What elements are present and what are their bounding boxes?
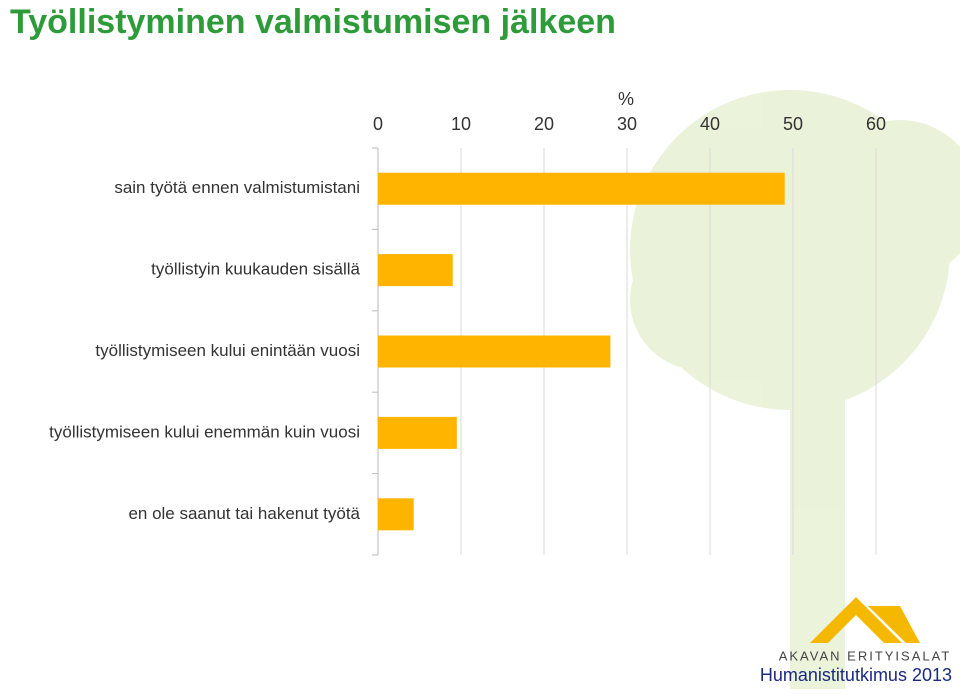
bar bbox=[378, 335, 611, 368]
logo: AKAVAN ERITYISALAT bbox=[779, 597, 952, 663]
y-tick-label: en ole saanut tai hakenut työtä bbox=[128, 504, 360, 523]
y-tick-label: työllistymiseen kului enintään vuosi bbox=[95, 341, 360, 360]
bar bbox=[378, 416, 457, 449]
chart-title: Työllistyminen valmistumisen jälkeen bbox=[10, 3, 616, 41]
y-tick-label: sain työtä ennen valmistumistani bbox=[114, 178, 360, 197]
bar bbox=[378, 172, 785, 205]
x-tick-label: 40 bbox=[700, 114, 720, 134]
x-axis-label: % bbox=[618, 89, 634, 109]
bar bbox=[378, 254, 453, 287]
y-tick-label: työllistyin kuukauden sisällä bbox=[151, 260, 360, 279]
x-tick-label: 30 bbox=[617, 114, 637, 134]
logo-text: AKAVAN ERITYISALAT bbox=[779, 648, 952, 663]
x-tick-label: 20 bbox=[534, 114, 554, 134]
x-tick-label: 50 bbox=[783, 114, 803, 134]
x-tick-label: 60 bbox=[866, 114, 886, 134]
y-tick-label: työllistymiseen kului enemmän kuin vuosi bbox=[49, 422, 360, 441]
source: Humanistitutkimus 2013 bbox=[760, 665, 952, 685]
bar bbox=[378, 498, 414, 531]
x-tick-label: 0 bbox=[373, 114, 383, 134]
x-tick-label: 10 bbox=[451, 114, 471, 134]
